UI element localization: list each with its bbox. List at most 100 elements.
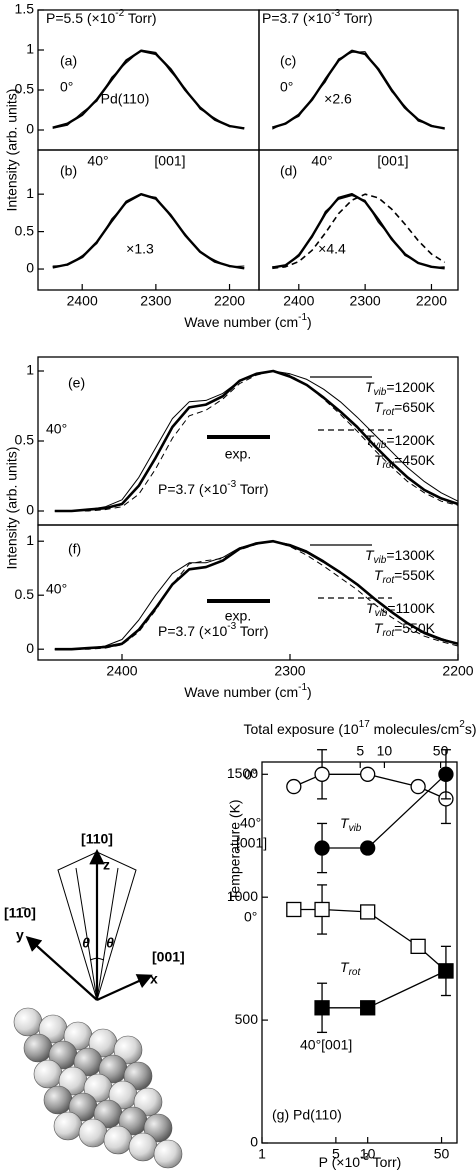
- annotation: P=3.7 (×10-3 Torr): [262, 8, 373, 26]
- annotation: 0°: [280, 79, 293, 95]
- axis-label: y: [16, 927, 24, 943]
- x-tick-label: 2200: [416, 293, 447, 309]
- x-tick-label: 5: [332, 1146, 340, 1162]
- x-axis-label: P (×10-3 Torr): [319, 1152, 402, 1170]
- y-axis-label: Temperature (K): [227, 799, 243, 900]
- atom: [133, 1087, 163, 1117]
- marker: [286, 901, 302, 918]
- text-part: T: [365, 379, 375, 395]
- text-part: -1: [298, 312, 307, 323]
- y-axis: [25, 935, 98, 1001]
- y-tick-label: 1000: [227, 888, 258, 904]
- text-part: =450K: [394, 452, 436, 468]
- annotation: ×2.6: [324, 91, 352, 107]
- text-part: =550K: [394, 620, 436, 636]
- annotation: [001]: [236, 835, 267, 851]
- atom: [128, 1132, 158, 1162]
- axis-label: [110]: [81, 831, 113, 847]
- text-part: T: [365, 432, 375, 448]
- plot-frame: [37, 524, 459, 661]
- x-axis-label: Wave number (cm-1): [184, 312, 311, 330]
- y-tick-label: 0: [26, 502, 34, 518]
- legend-label: Trot=550K: [374, 567, 436, 586]
- connect-line: [322, 773, 447, 849]
- text-part: -3: [360, 1152, 369, 1163]
- spectrum-line: [272, 195, 445, 268]
- text-part: rot: [382, 575, 395, 586]
- text-part: Wave number (cm: [184, 314, 298, 330]
- text-part: P=3.7 (×10: [158, 481, 227, 497]
- annotation: P=3.7 (×10-3 Torr): [158, 621, 269, 639]
- annotation: 40°: [311, 153, 332, 169]
- spectrum-line: [54, 540, 459, 650]
- spectrum-line: [54, 370, 459, 512]
- atom: [143, 1113, 173, 1143]
- x-tick-label: 2300: [140, 293, 171, 309]
- text-part: =650K: [394, 399, 436, 415]
- text-part: 2: [459, 719, 465, 730]
- spectrum-line: [52, 193, 245, 270]
- legend-label: Trot=550K: [374, 620, 436, 639]
- spectrum-line: [52, 194, 245, 268]
- text-part: vib: [375, 608, 388, 619]
- legend-label: Tvib=1200K: [365, 379, 436, 398]
- annotation: 40°: [240, 815, 261, 831]
- x2-tick-label: 50: [433, 743, 449, 759]
- text-part: -1: [298, 682, 307, 693]
- marker: [360, 840, 376, 856]
- spectrum-line: [54, 370, 459, 512]
- marker: [410, 778, 426, 795]
- y-tick-label: 1500: [227, 765, 258, 781]
- text-part: Torr): [340, 10, 372, 26]
- x-tick-label: 10: [360, 1146, 376, 1162]
- text-part: T: [340, 959, 350, 975]
- axis-label: [11̄0]: [4, 905, 36, 921]
- marker: [314, 901, 330, 918]
- annotation: (e): [68, 375, 85, 391]
- x-tick-label: 2200: [442, 663, 473, 679]
- x-tick-label: 2400: [283, 293, 314, 309]
- text-part: molecules/cm: [370, 721, 459, 737]
- marker: [438, 963, 454, 979]
- marker: [314, 840, 330, 856]
- annotation: 0°: [244, 909, 257, 925]
- annotation: Trot: [340, 959, 361, 978]
- y-tick-label: 0: [250, 1134, 258, 1150]
- annotation: 40°: [87, 153, 108, 169]
- y-tick-label: 0.5: [15, 586, 35, 602]
- text-part: rot: [382, 460, 395, 471]
- annotation: 40°: [46, 421, 67, 437]
- text-part: Torr): [236, 481, 268, 497]
- atom: [53, 1111, 83, 1141]
- marker: [286, 778, 302, 795]
- annotation: exp.: [225, 608, 251, 624]
- text-part: 17: [359, 719, 371, 730]
- x-tick-label: 2300: [350, 293, 381, 309]
- annotation: P=5.5 (×10-2 Torr): [46, 8, 157, 26]
- text-part: T: [340, 815, 350, 831]
- text-part: P (×10: [319, 1154, 361, 1170]
- annotation: [001]: [377, 153, 408, 169]
- text-part: Wave number (cm: [184, 684, 298, 700]
- theta-line: [75, 867, 98, 1001]
- annotation: 40°[001]: [300, 1037, 352, 1053]
- atom: [13, 1007, 43, 1037]
- connect-line: [322, 970, 447, 1009]
- atom: [23, 1033, 53, 1063]
- marker: [314, 766, 330, 782]
- text-part: vib: [374, 440, 387, 451]
- text-part: =1300K: [386, 547, 435, 563]
- marker: [438, 766, 454, 782]
- text-part: -3: [331, 8, 340, 19]
- annotation: exp.: [225, 446, 251, 462]
- marker: [410, 938, 426, 955]
- annotation: Pd(110): [101, 91, 150, 107]
- y-tick-label: 1: [26, 185, 34, 201]
- text-part: =1200K: [386, 379, 435, 395]
- text-part: rot: [382, 407, 395, 418]
- x-tick-label: 2300: [274, 663, 305, 679]
- axis-label: [001]: [152, 949, 185, 965]
- legend-label: Tvib=1100K: [366, 600, 436, 619]
- atom: [43, 1085, 73, 1115]
